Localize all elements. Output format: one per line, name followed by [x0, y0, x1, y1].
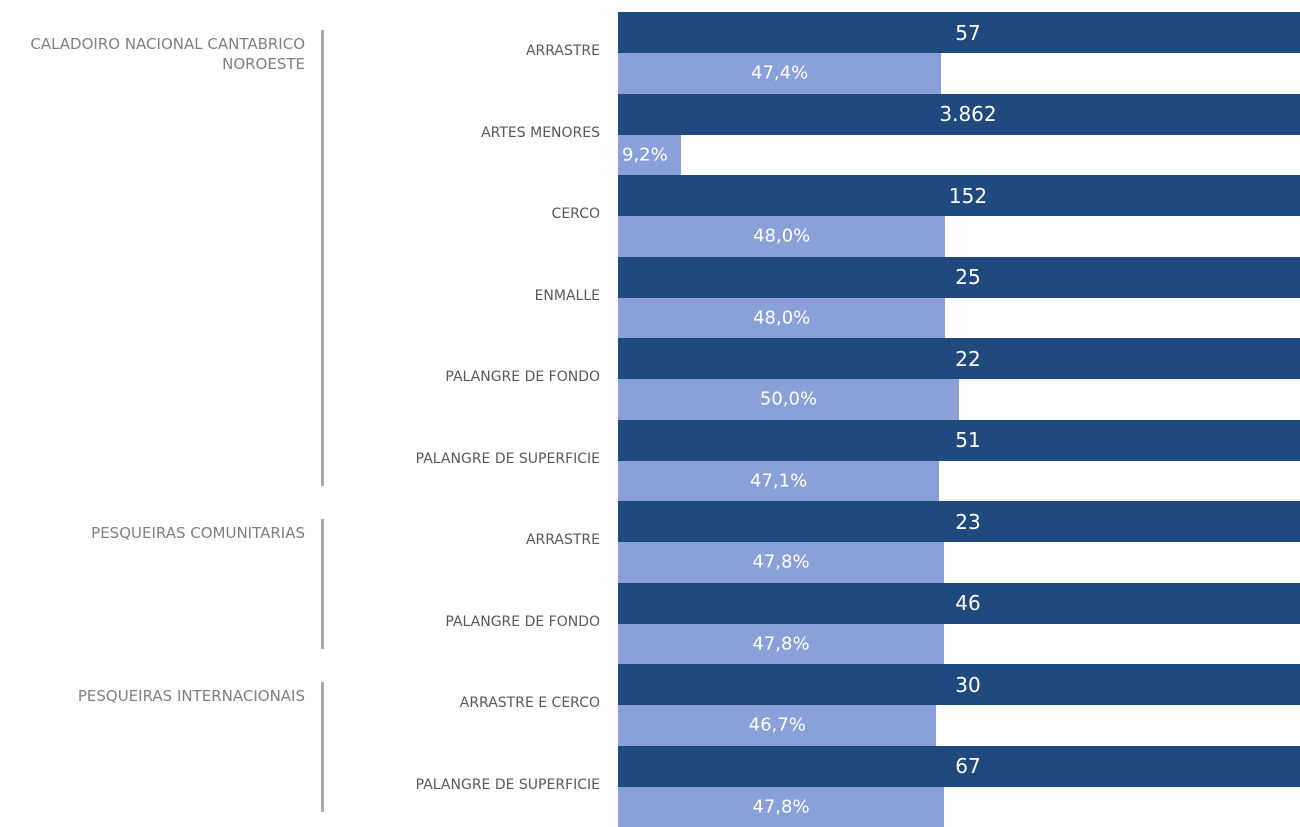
total-label: 51 [955, 428, 981, 452]
category-label: ARTES MENORES [481, 124, 600, 141]
share-bar [618, 542, 944, 583]
group-label: PESQUEIRAS INTERNACIONAIS [77, 687, 305, 705]
group-bracket [321, 682, 324, 812]
category-label: PALANGRE DE FONDO [445, 369, 600, 385]
share-bar [618, 134, 681, 175]
group-bracket [321, 519, 324, 649]
group-label: CALADOIRO NACIONAL CANTABRICO NOROESTE [30, 35, 305, 73]
total-bar [618, 664, 1300, 705]
total-label: 67 [955, 754, 981, 778]
total-label: 25 [955, 265, 981, 289]
share-label: 47,1% [750, 470, 808, 492]
share-bar [618, 786, 944, 827]
category-label: ENMALLE [534, 287, 600, 304]
group-bracket [321, 30, 324, 486]
total-label: 30 [955, 672, 981, 697]
total-bar [618, 745, 1300, 787]
category-label: ARRASTRE [525, 43, 600, 59]
total-label: 152 [948, 183, 988, 208]
share-label: 47,8% [752, 796, 810, 818]
total-bar [618, 419, 1300, 461]
total-bar [618, 12, 1300, 53]
total-bar [618, 175, 1300, 216]
category-label: CERCO [551, 206, 600, 222]
share-label: 47,4% [751, 62, 809, 84]
total-label: 3.862 [939, 102, 997, 126]
total-bar [618, 582, 1300, 624]
share-label: 47,8% [752, 551, 810, 573]
share-bar [618, 623, 944, 664]
total-label: 23 [955, 509, 981, 534]
share-bar [618, 297, 946, 338]
category-label: PALANGRE DE FONDO [445, 613, 600, 630]
category-label: ARRASTRE E CERCO [459, 695, 600, 711]
total-bar [618, 256, 1300, 298]
total-bar [618, 93, 1300, 135]
share-bar [618, 379, 959, 420]
share-label: 50,0% [759, 388, 818, 410]
share-label: 9,2% [622, 144, 668, 166]
category-label: PALANGRE DE SUPERFICIE [415, 450, 600, 467]
share-label: 48,0% [753, 307, 811, 329]
share-bar [618, 460, 940, 501]
total-label: 46 [955, 591, 981, 615]
share-label: 48,0% [753, 225, 811, 247]
share-label: 46,7% [748, 714, 806, 736]
share-bar [618, 705, 937, 746]
total-label: 57 [955, 20, 981, 45]
category-label: PALANGRE DE SUPERFICIE [415, 776, 600, 793]
share-bar [618, 53, 942, 94]
group-label: PESQUEIRAS COMUNITARIAS [91, 524, 305, 542]
category-label: ARRASTRE [525, 532, 600, 548]
share-bar [618, 216, 946, 257]
share-label: 47,8% [752, 633, 810, 655]
total-label: 22 [955, 346, 981, 371]
total-bar [618, 338, 1300, 379]
total-bar [618, 501, 1300, 542]
